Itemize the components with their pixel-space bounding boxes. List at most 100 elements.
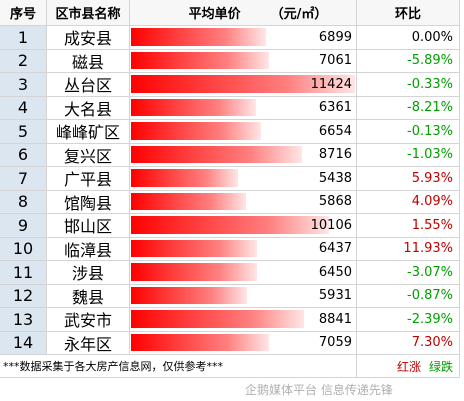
header-text: 区市县名称 [55,7,121,22]
header-cell: 区市县名称 [47,0,130,26]
price-text: 8841 [318,311,352,327]
price-text: 6899 [318,29,352,45]
change-cell: 0.00% [357,26,460,50]
data-bar [131,263,258,281]
header-cell: 序号 [0,0,47,26]
price-cell: 5931 [130,284,357,308]
index-cell: 12 [0,284,47,308]
price-cell: 10106 [130,214,357,238]
price-cell: 8716 [130,143,357,167]
up-legend: 红涨 [396,359,421,374]
price-text: 10106 [310,217,352,233]
data-bar [131,286,248,304]
index-cell: 7 [0,167,47,191]
name-cell: 广平县 [47,167,130,191]
index-cell: 14 [0,331,47,355]
price-cell: 6654 [130,120,357,144]
price-text: 7059 [318,335,352,351]
name-cell: 丛台区 [47,73,130,97]
data-bar [131,98,256,116]
header-text: 平均单价 [188,7,241,22]
name-cell: 成安县 [47,26,130,50]
name-cell: 武安市 [47,308,130,332]
price-cell: 6437 [130,237,357,261]
name-cell: 魏县 [47,284,130,308]
price-cell: 6450 [130,261,357,285]
index-cell: 10 [0,237,47,261]
change-cell: -5.89% [357,49,460,73]
change-cell: -0.87% [357,284,460,308]
price-cell: 5868 [130,190,357,214]
change-cell: -0.13% [357,120,460,144]
watermark: 企鹅媒体平台 信息传递先锋 [245,378,393,400]
index-cell: 9 [0,214,47,238]
name-cell: 大名县 [47,96,130,120]
name-cell: 邯山区 [47,214,130,238]
index-cell: 11 [0,261,47,285]
price-text: 6361 [318,100,352,116]
change-cell: 5.93% [357,167,460,191]
price-cell: 6361 [130,96,357,120]
change-cell: -1.03% [357,143,460,167]
data-bar [131,216,330,234]
header-cell: 平均单价 （元/㎡） [130,0,357,26]
data-bar [131,51,270,69]
footer-legend: 红涨 绿跌 [357,355,460,378]
change-cell: -0.33% [357,73,460,97]
change-cell: -3.07% [357,261,460,285]
change-cell: 7.30% [357,331,460,355]
name-cell: 馆陶县 [47,190,130,214]
watermark-text: 企鹅媒体平台 信息传递先锋 [245,382,393,397]
index-cell: 5 [0,120,47,144]
footer-note: ***数据采集于各大房产信息网，仅供参考*** [0,355,357,378]
price-cell: 6899 [130,26,357,50]
data-bar [131,122,262,140]
index-cell: 8 [0,190,47,214]
price-cell: 11424 [130,73,357,97]
index-cell: 6 [0,143,47,167]
price-text: 5868 [318,194,352,210]
index-cell: 4 [0,96,47,120]
price-text: 6654 [318,123,352,139]
price-text: 11424 [310,76,352,92]
data-bar [131,75,355,93]
price-cell: 7059 [130,331,357,355]
price-cell: 5438 [130,167,357,191]
price-text: 8716 [318,147,352,163]
name-cell: 涉县 [47,261,130,285]
price-text: 5931 [318,288,352,304]
name-cell: 峰峰矿区 [47,120,130,144]
name-cell: 复兴区 [47,143,130,167]
data-bar [131,169,238,187]
data-bar [131,239,258,257]
data-bar [131,333,270,351]
price-text: 6437 [318,241,352,257]
price-cell: 8841 [130,308,357,332]
down-legend: 绿跌 [428,359,453,374]
header-text: （元/㎡） [270,7,328,22]
data-bar [131,310,305,328]
header-text: 序号 [9,7,36,22]
name-cell: 临漳县 [47,237,130,261]
change-cell: -8.21% [357,96,460,120]
name-cell: 磁县 [47,49,130,73]
change-cell: 11.93% [357,237,460,261]
change-cell: 1.55% [357,214,460,238]
header-text: 环比 [394,7,421,22]
header-cell: 环比 [357,0,460,26]
price-cell: 7061 [130,49,357,73]
data-bar [131,145,302,163]
change-cell: -2.39% [357,308,460,332]
index-cell: 3 [0,73,47,97]
index-cell: 2 [0,49,47,73]
price-text: 5438 [318,170,352,186]
data-bar [131,28,267,46]
note-text: ***数据采集于各大房产信息网，仅供参考*** [3,360,223,373]
price-text: 7061 [318,53,352,69]
name-cell: 永年区 [47,331,130,355]
data-bar [131,192,247,210]
index-cell: 1 [0,26,47,50]
price-text: 6450 [318,264,352,280]
change-cell: 4.09% [357,190,460,214]
